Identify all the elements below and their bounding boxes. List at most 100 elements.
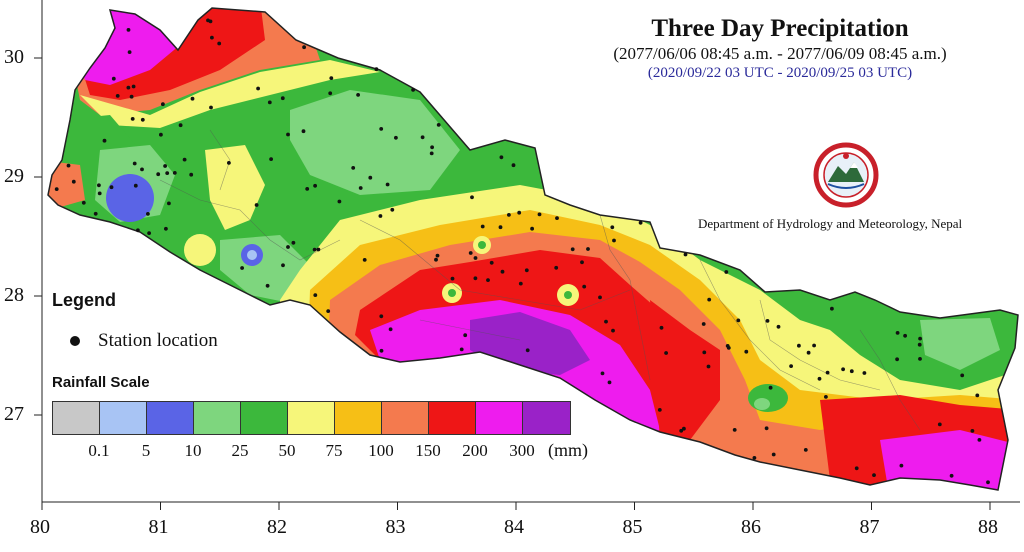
- station-marker: [411, 88, 415, 92]
- station-marker: [977, 438, 982, 442]
- station-marker: [269, 157, 273, 162]
- station-marker: [254, 203, 259, 207]
- station-marker: [473, 256, 478, 260]
- station-marker: [707, 297, 712, 302]
- station-marker: [862, 371, 867, 375]
- station-marker: [189, 172, 194, 177]
- station-marker: [554, 265, 559, 270]
- station-marker: [806, 350, 811, 355]
- station-marker: [164, 226, 168, 231]
- title-block: Three Day Precipitation (2077/06/06 08:4…: [540, 14, 1020, 82]
- station-marker: [71, 179, 76, 184]
- station-marker: [764, 426, 769, 431]
- station-marker: [301, 129, 306, 134]
- axis-ticks: [34, 57, 991, 510]
- station-marker: [374, 67, 379, 72]
- station-marker: [163, 164, 168, 168]
- station-marker: [420, 135, 425, 140]
- station-marker: [147, 231, 152, 236]
- scale-swatch-6: [335, 402, 382, 434]
- station-marker: [97, 191, 102, 196]
- x-tick-label-82: 82: [267, 516, 287, 538]
- station-marker: [358, 186, 363, 190]
- station-marker: [132, 161, 137, 166]
- precip-zone-w-lightblue-dot: [247, 250, 257, 260]
- station-marker: [281, 263, 285, 268]
- station-marker: [701, 322, 706, 326]
- x-tick-label-80: 80: [30, 516, 50, 538]
- station-marker: [638, 220, 643, 225]
- station-marker: [326, 309, 331, 313]
- scale-swatch-9: [476, 402, 523, 434]
- station-marker: [356, 93, 360, 97]
- station-marker: [305, 187, 310, 191]
- station-marker: [570, 247, 575, 252]
- x-tick-label-88: 88: [978, 516, 998, 538]
- scale-swatch-7: [382, 402, 429, 434]
- station-marker: [517, 210, 522, 215]
- scale-label-7: 150: [415, 441, 441, 460]
- station-marker: [429, 151, 434, 156]
- station-marker: [960, 373, 965, 378]
- precip-zone-far-west-blue: [106, 174, 154, 222]
- station-marker: [312, 247, 317, 252]
- station-marker: [849, 369, 854, 374]
- precip-zone-hotspot-2-core: [564, 291, 572, 299]
- station-marker: [127, 50, 132, 54]
- station-marker: [240, 266, 245, 270]
- legend-station-entry: Station location: [70, 330, 218, 352]
- station-markers: [54, 18, 990, 485]
- x-tick-label-87: 87: [859, 516, 880, 538]
- station-marker: [209, 105, 213, 110]
- station-marker: [507, 213, 511, 217]
- precip-zone-east-red-2: [650, 300, 720, 440]
- station-marker: [385, 182, 390, 187]
- station-marker: [165, 171, 170, 176]
- station-marker: [489, 260, 494, 265]
- station-marker: [133, 183, 138, 188]
- scale-label-9: 300: [509, 441, 535, 460]
- scale-swatch-1: [100, 402, 147, 434]
- station-marker: [394, 135, 398, 140]
- scale-label-2: 10: [184, 441, 202, 460]
- scale-swatch-8: [429, 402, 476, 434]
- station-marker: [161, 102, 165, 107]
- precip-zone-w-lightgreen: [290, 90, 460, 195]
- station-marker: [830, 306, 834, 311]
- scale-label-8: 200: [462, 441, 488, 460]
- station-marker: [109, 185, 114, 190]
- station-marker: [265, 283, 270, 288]
- precip-zone-hotspot-1-core: [448, 289, 456, 297]
- precip-zone-hotspot-3-core: [478, 241, 486, 249]
- station-marker: [167, 201, 171, 206]
- station-marker: [970, 429, 975, 433]
- station-marker: [986, 480, 990, 485]
- scale-label-0: 0.1: [88, 441, 110, 460]
- station-marker: [81, 200, 86, 205]
- station-marker: [765, 319, 770, 323]
- station-marker: [66, 163, 71, 168]
- station-marker: [918, 357, 922, 361]
- y-tick-label-27: 27: [4, 403, 24, 425]
- station-marker: [917, 342, 922, 347]
- department-label: Department of Hydrology and Meteorology,…: [698, 216, 963, 231]
- station-marker: [434, 257, 438, 262]
- station-marker: [555, 216, 559, 221]
- district-boundaries: [159, 129, 921, 431]
- station-marker: [302, 45, 306, 50]
- station-marker: [817, 376, 822, 381]
- station-marker: [190, 96, 195, 101]
- station-marker: [313, 183, 317, 188]
- precip-zone-e-lightgreen-dot: [754, 398, 770, 410]
- station-marker: [473, 276, 478, 281]
- station-marker: [379, 314, 384, 319]
- station-marker: [610, 225, 615, 230]
- scale-label-6: 100: [368, 441, 394, 460]
- station-marker: [771, 452, 776, 457]
- scale-swatch-5: [288, 402, 335, 434]
- precip-zone-w-yellow-patch: [205, 145, 265, 230]
- x-tick-label-81: 81: [148, 516, 169, 538]
- station-marker: [111, 76, 116, 81]
- map-title: Three Day Precipitation: [651, 15, 909, 42]
